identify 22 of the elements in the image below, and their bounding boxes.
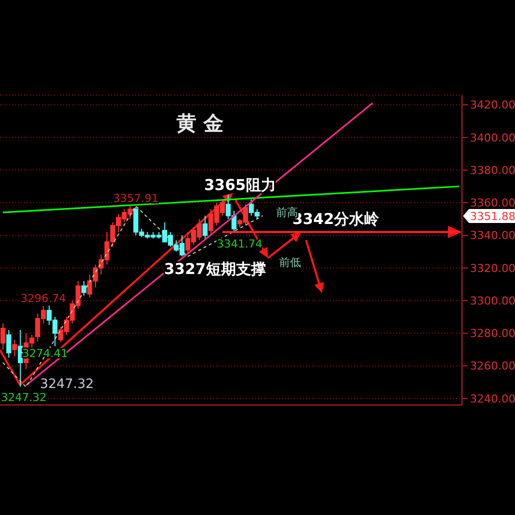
y-tick-label: 3300.00 xyxy=(470,294,515,308)
y-tick-label: 3420.00 xyxy=(470,98,515,112)
y-tick-label: 3240.00 xyxy=(470,392,515,406)
y-tick-label: 3360.00 xyxy=(470,196,515,210)
annotation: 3247.32 xyxy=(40,377,94,392)
candlestick xyxy=(6,329,12,358)
candlestick xyxy=(202,215,208,241)
annotation: 前低 xyxy=(279,256,301,269)
annotation: 3296.74 xyxy=(20,292,66,305)
y-tick-label: 3260.00 xyxy=(470,360,515,373)
annotation: 3247.32 xyxy=(1,391,46,404)
text: 黄 金 xyxy=(176,110,224,137)
candlestick xyxy=(0,322,6,350)
y-tick-label: 3340.00 xyxy=(470,229,515,242)
y-tick-label: 3400.00 xyxy=(470,131,515,144)
text: 3351.88 xyxy=(470,210,515,223)
candlestick xyxy=(81,280,86,296)
candlestick xyxy=(12,339,18,357)
y-tick-label: 3320.00 xyxy=(470,262,515,275)
y-tick-label: 3380.00 xyxy=(470,164,515,177)
annotation: 3357.91 xyxy=(112,192,158,206)
y-tick-label: 3280.00 xyxy=(470,327,515,340)
